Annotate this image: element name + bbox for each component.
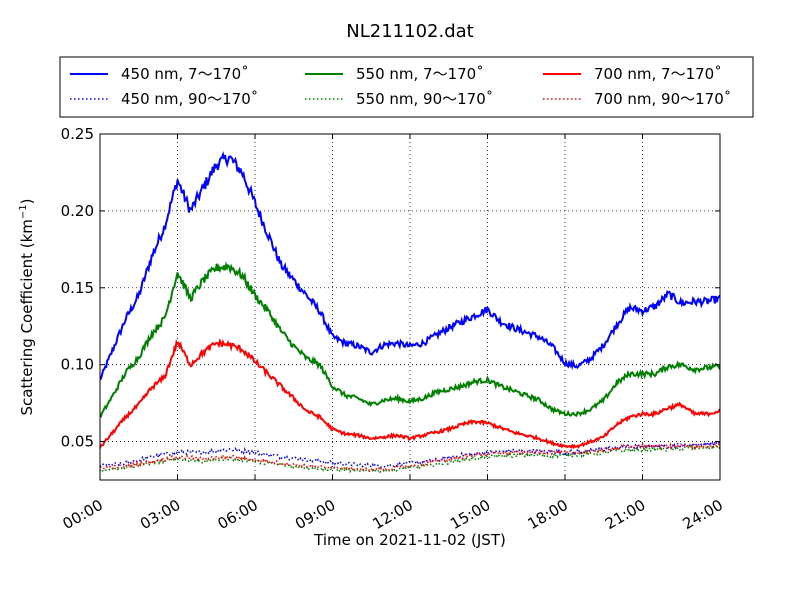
legend-box (59, 56, 754, 118)
legend: 450 nm, 7～170˚ 550 nm, 7～170˚ 700 nm, 7～17… (59, 56, 754, 118)
y-axis-label: Scattering Coefficient (km−1) (18, 198, 36, 415)
series-line-0 (100, 150, 720, 381)
x-tick-label: 15:00 (447, 496, 493, 533)
x-tick-label: 06:00 (215, 496, 261, 533)
y-axis-label-close: ) (18, 198, 36, 204)
series-line-1 (100, 439, 720, 469)
tick-labels: 00:00 03:00 06:00 09:00 12:00 15:00 18:00 21:00… (60, 125, 726, 533)
x-tick-label: 09:00 (292, 496, 338, 533)
x-tick-label: 24:00 (680, 496, 726, 533)
y-tick-label: 0.20 (61, 202, 94, 220)
legend-label: 550 nm, 7～170˚ (356, 65, 484, 83)
x-tick-label: 21:00 (602, 496, 648, 533)
legend-label: 450 nm, 90～170˚ (121, 90, 258, 108)
y-tick-label: 0.05 (61, 433, 94, 451)
series-line-5 (100, 441, 720, 473)
legend-label: 700 nm, 90～170˚ (594, 90, 731, 108)
chart-title: NL211102.dat (346, 21, 473, 42)
y-axis-label-main: Scattering Coefficient (km (18, 219, 36, 415)
series-line-2 (100, 260, 720, 418)
legend-label: 450 nm, 7～170˚ (121, 65, 249, 83)
legend-label: 700 nm, 7～170˚ (594, 65, 722, 83)
series-line-3 (100, 443, 720, 474)
y-axis-label-sup: −1 (18, 204, 29, 219)
y-tick-label: 0.10 (61, 356, 94, 374)
legend-label: 550 nm, 90～170˚ (356, 90, 493, 108)
y-tick-label: 0.15 (61, 279, 94, 297)
y-tick-label: 0.25 (61, 125, 94, 143)
x-tick-label: 12:00 (370, 496, 416, 533)
x-tick-label: 00:00 (60, 496, 106, 533)
series-layer (100, 150, 720, 474)
x-axis-label: Time on 2021-11-02 (JST) (313, 531, 506, 549)
series-line-4 (100, 338, 720, 450)
x-tick-label: 18:00 (525, 496, 571, 533)
x-tick-label: 03:00 (137, 496, 183, 533)
